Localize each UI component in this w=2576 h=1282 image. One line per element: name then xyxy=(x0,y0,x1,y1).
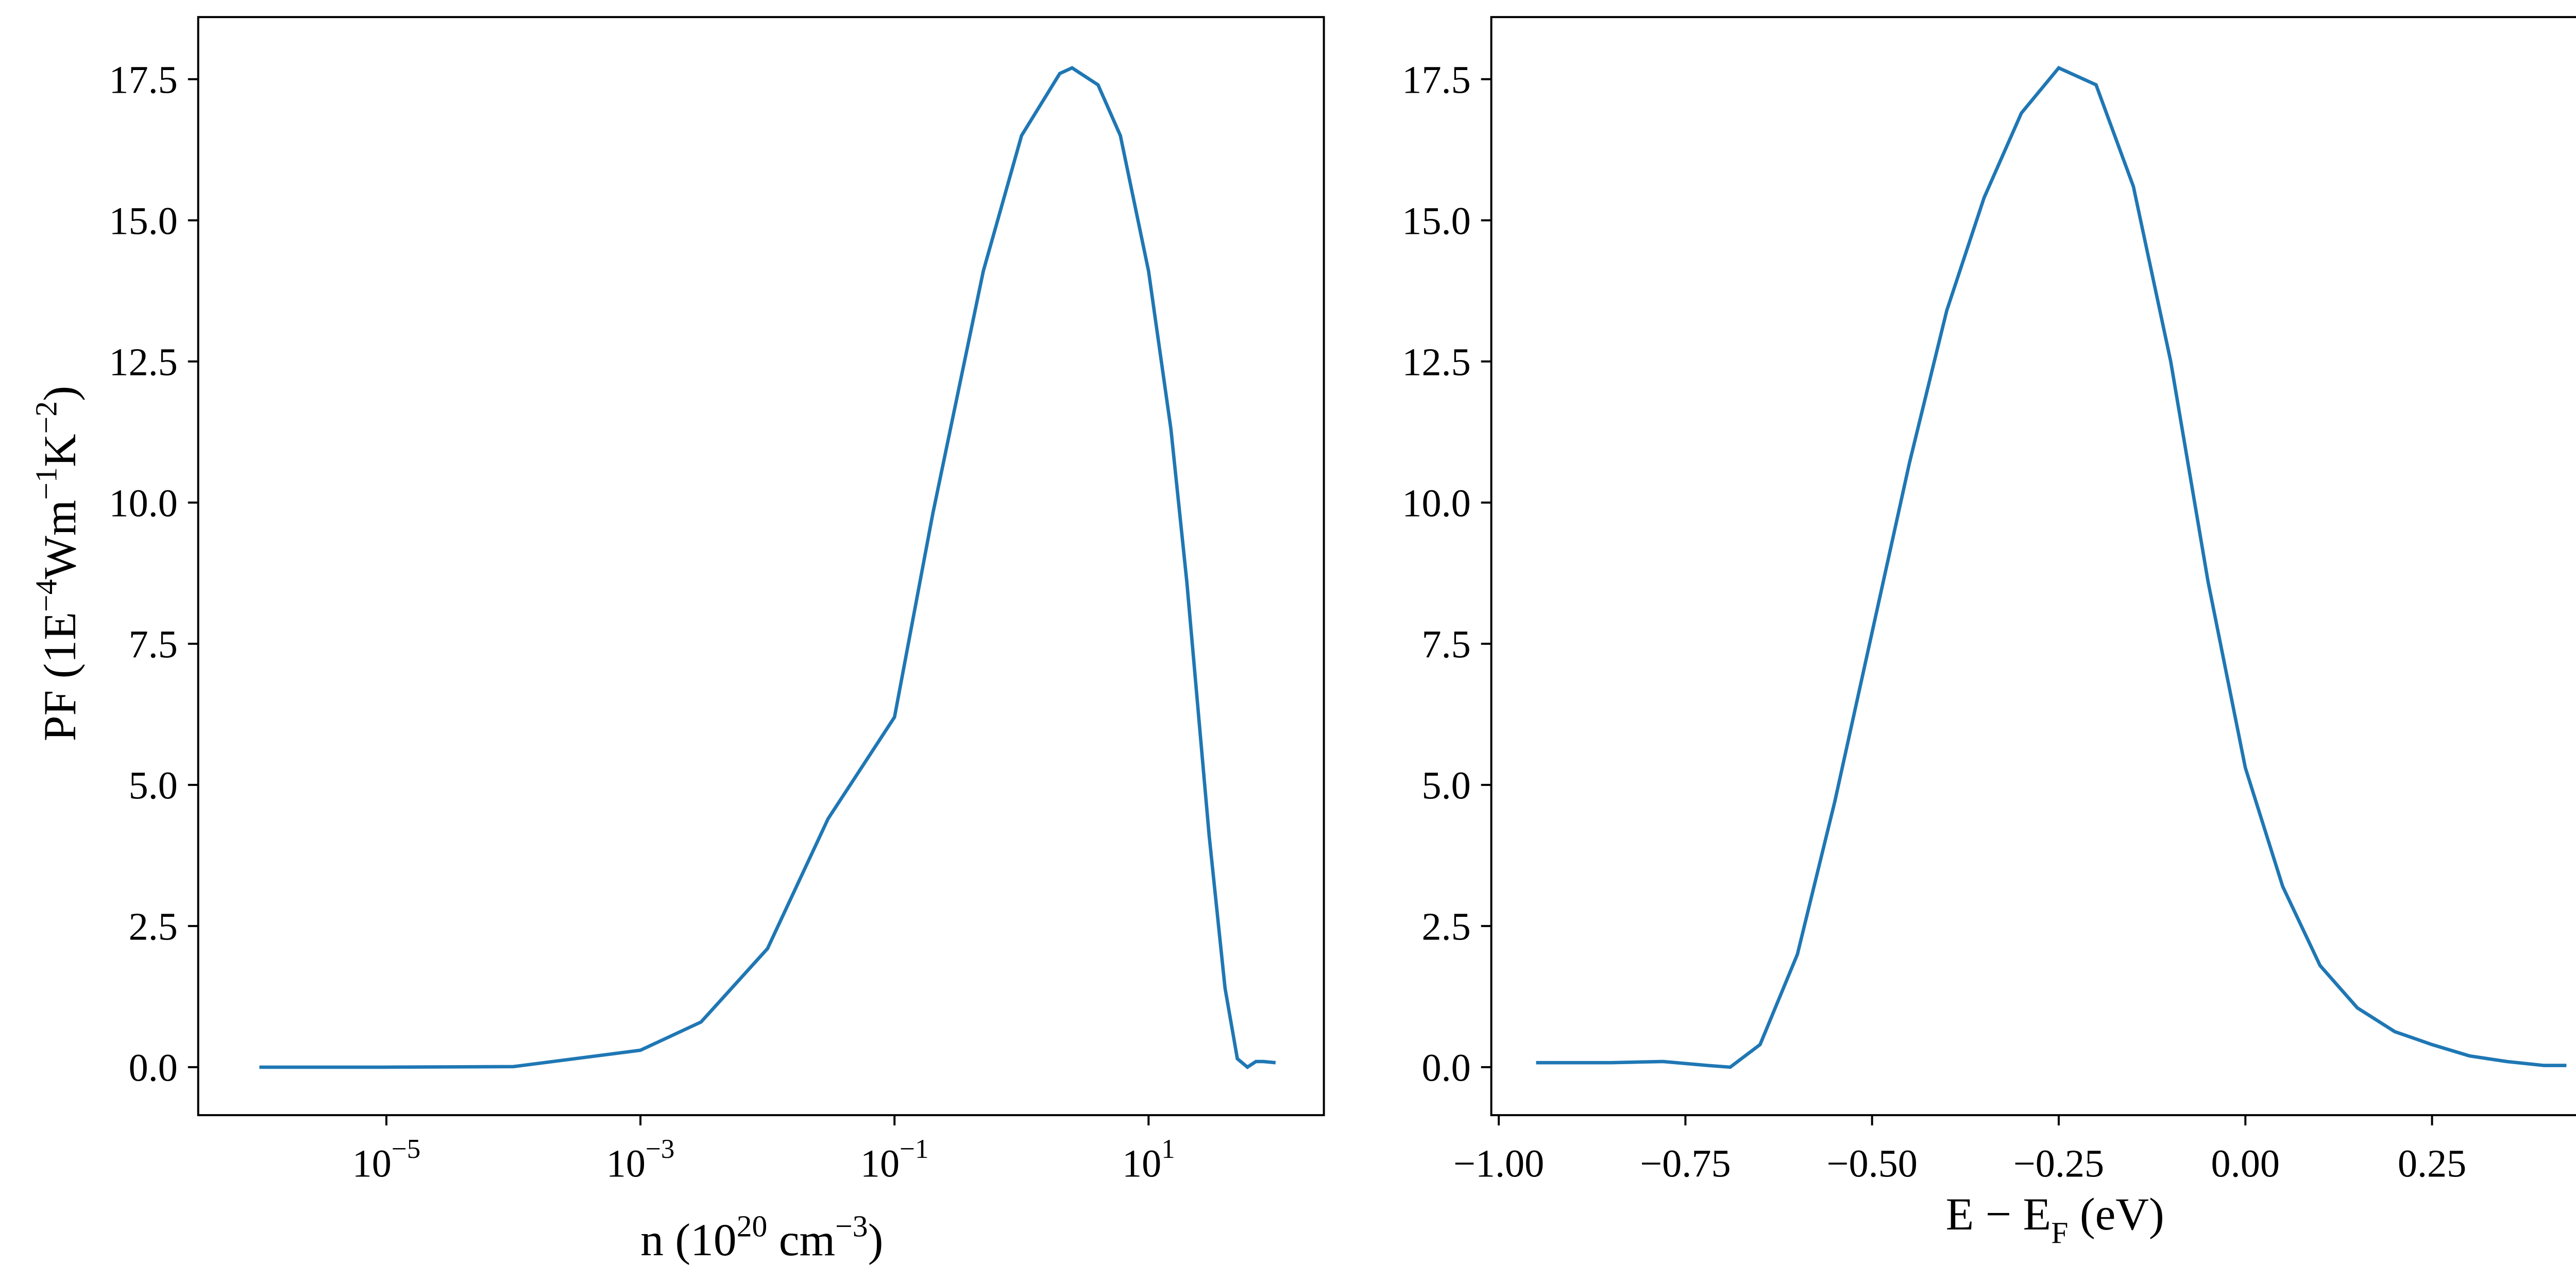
label-part: E − E xyxy=(1946,1189,2052,1240)
data-line xyxy=(1536,65,2567,1069)
x-tick-label: −0.50 xyxy=(1826,1142,1917,1185)
label-part: cm xyxy=(767,1215,835,1266)
tick-base: 10 xyxy=(860,1142,900,1185)
y-axis-label: PF (1E−4Wm−1K−2) xyxy=(29,386,86,741)
y-tick-label: 17.5 xyxy=(1402,58,1470,101)
label-part: K xyxy=(35,434,86,467)
x-tick-label: −0.75 xyxy=(1640,1142,1731,1185)
y-tick-label: 0.0 xyxy=(1421,1046,1470,1089)
y-tick-label: 17.5 xyxy=(109,58,177,101)
y-tick-label: 12.5 xyxy=(109,340,177,384)
label-sup: −2 xyxy=(29,401,63,434)
tick-base: 10 xyxy=(1122,1142,1161,1185)
y-tick-label: 10.0 xyxy=(109,482,177,525)
y-tick-label: 15.0 xyxy=(1402,199,1470,243)
y-tick-label: 5.0 xyxy=(1421,764,1470,807)
label-part: ) xyxy=(35,386,86,401)
y-tick-label: 2.5 xyxy=(129,905,178,948)
tick-exponent: −1 xyxy=(900,1134,928,1164)
label-sup: −3 xyxy=(835,1209,868,1243)
plot-frame xyxy=(197,16,1325,1117)
label-sub: F xyxy=(2051,1216,2068,1250)
plot-frame xyxy=(1490,16,2576,1117)
data-line xyxy=(259,66,1276,1070)
x-tick-label: 10−5 xyxy=(352,1134,421,1185)
x-tick-label: −0.25 xyxy=(2013,1142,2104,1185)
label-sup: −1 xyxy=(29,467,63,500)
y-tick-label: 5.0 xyxy=(129,764,178,807)
y-tick-label: 15.0 xyxy=(109,199,177,243)
label-part: (eV) xyxy=(2068,1189,2164,1240)
x-tick-label: −1.00 xyxy=(1453,1142,1544,1185)
y-tick-label: 10.0 xyxy=(1402,482,1470,525)
x-tick-label: 101 xyxy=(1122,1134,1175,1185)
y-tick-label: 0.0 xyxy=(129,1046,178,1089)
y-tick-label: 7.5 xyxy=(129,623,178,666)
label-sup: −4 xyxy=(29,579,63,612)
tick-exponent: 1 xyxy=(1161,1134,1175,1164)
x-tick-label: 0.00 xyxy=(2211,1142,2280,1185)
tick-exponent: −3 xyxy=(646,1134,674,1164)
tick-base: 10 xyxy=(606,1142,646,1185)
label-part: n (10 xyxy=(640,1215,736,1266)
label-part: PF (1E xyxy=(35,612,86,741)
x-tick-label: 10−3 xyxy=(606,1134,675,1185)
label-part: Wm xyxy=(35,500,86,579)
x-tick-label: 10−1 xyxy=(860,1134,929,1185)
y-tick-label: 2.5 xyxy=(1421,905,1470,948)
x-tick-label: 0.25 xyxy=(2398,1142,2466,1185)
tick-base: 10 xyxy=(352,1142,392,1185)
x-axis-label: E − EF (eV) xyxy=(1946,1189,2164,1250)
y-tick-label: 12.5 xyxy=(1402,340,1470,384)
y-tick-label: 7.5 xyxy=(1421,623,1470,666)
x-axis-label: n (1020 cm−3) xyxy=(640,1209,883,1265)
label-part: ) xyxy=(868,1215,884,1266)
label-sup: 20 xyxy=(737,1209,768,1243)
tick-exponent: −5 xyxy=(392,1134,420,1164)
